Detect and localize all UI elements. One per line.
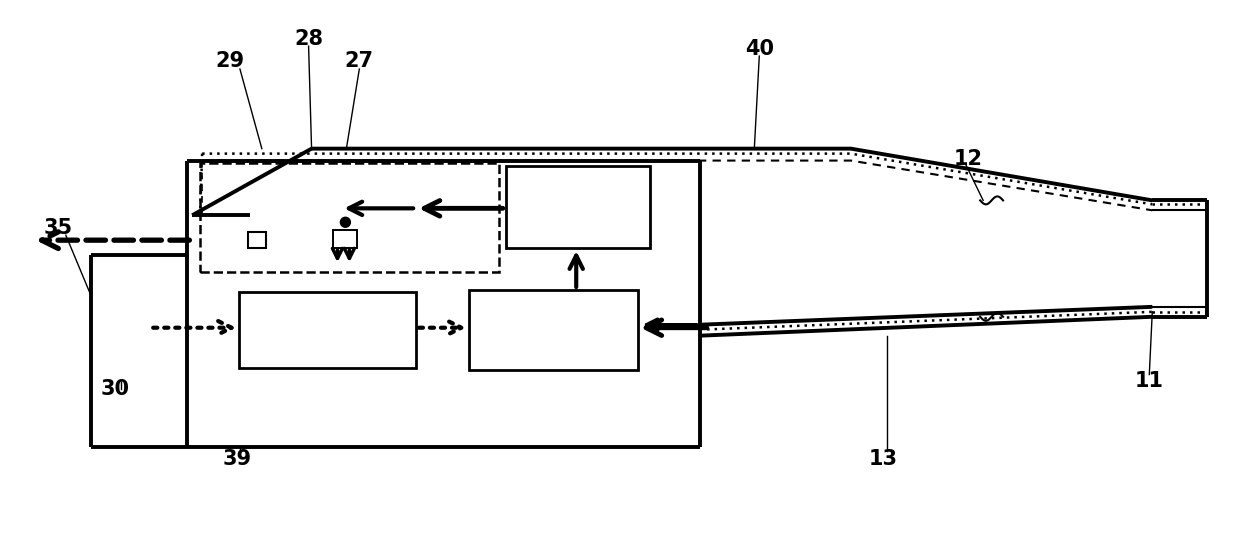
- Text: 35: 35: [43, 218, 72, 238]
- Bar: [248, 232, 265, 248]
- Text: 29: 29: [216, 51, 244, 71]
- Text: 11: 11: [1135, 372, 1164, 391]
- Text: 39: 39: [222, 449, 252, 469]
- Text: 28: 28: [294, 29, 324, 49]
- Text: 12: 12: [954, 149, 983, 169]
- Bar: [469, 290, 637, 369]
- Text: 27: 27: [345, 51, 373, 71]
- Bar: [334, 230, 357, 248]
- Circle shape: [341, 218, 351, 227]
- Text: 40: 40: [745, 39, 774, 59]
- Bar: [200, 163, 498, 272]
- Text: 13: 13: [869, 449, 898, 469]
- Bar: [239, 292, 417, 368]
- Text: 30: 30: [100, 379, 129, 399]
- Bar: [506, 165, 650, 248]
